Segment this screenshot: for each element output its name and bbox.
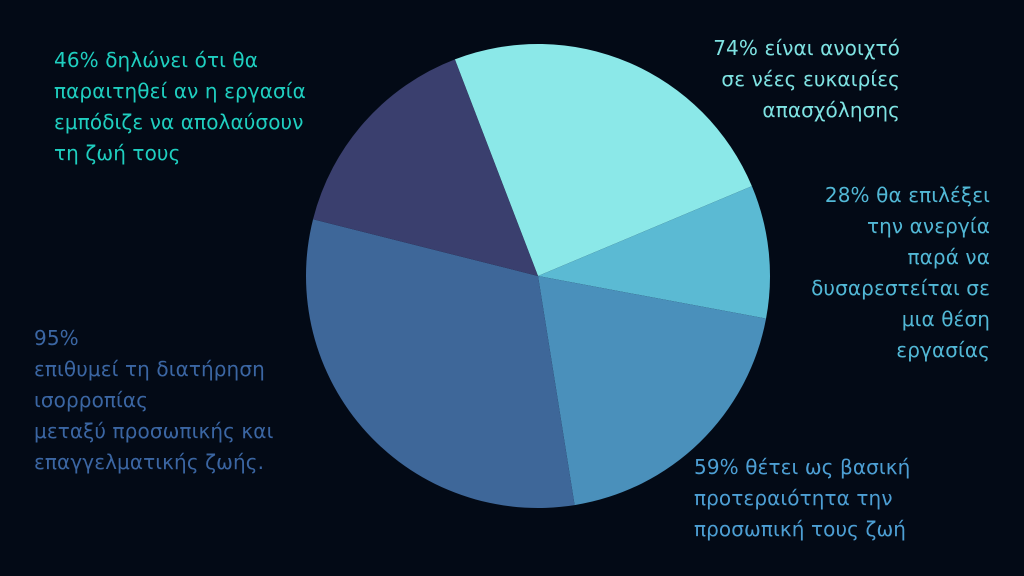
pie-slice-1 — [538, 186, 770, 319]
label-would-resign: 46% δηλώνει ότι θα παραιτηθεί αν η εργασ… — [54, 48, 306, 165]
pie-slice-3 — [305, 219, 575, 508]
pie-slice-0 — [454, 44, 752, 277]
label-choose-unemployment: 28% θα επιλέξει την ανεργία παρά να δυσα… — [811, 183, 990, 362]
label-personal-life-priority: 59% θέτει ως βασική προτεραιότητα την πρ… — [694, 455, 911, 541]
pie-slice-4 — [313, 59, 538, 276]
label-open-to-opportunities: 74% είναι ανοιχτό σε νέες ευκαιρίες απασ… — [713, 36, 900, 122]
label-work-life-balance: 95% επιθυμεί τη διατήρηση ισορροπίας μετ… — [34, 326, 274, 474]
pie-slice-2 — [538, 276, 767, 506]
